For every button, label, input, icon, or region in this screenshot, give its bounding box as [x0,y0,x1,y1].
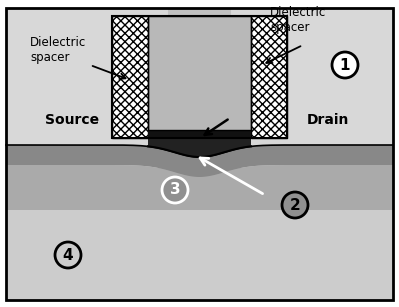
Polygon shape [231,8,393,150]
Polygon shape [143,8,256,157]
Bar [148,16,251,130]
Text: 4: 4 [63,247,73,262]
Polygon shape [6,8,168,150]
Bar [6,168,393,210]
Circle shape [332,52,358,78]
Polygon shape [6,165,393,210]
Text: Drain: Drain [307,113,349,127]
Circle shape [282,192,308,218]
Text: 2: 2 [290,197,300,212]
Text: Dielectric
spacer: Dielectric spacer [270,6,326,34]
Bar [112,16,287,138]
Polygon shape [6,145,393,177]
Circle shape [55,242,81,268]
Bar [148,130,251,138]
Bar [148,16,251,130]
Circle shape [162,177,188,203]
Polygon shape [251,16,287,138]
Polygon shape [231,8,393,150]
Polygon shape [112,16,148,138]
Text: Source: Source [45,113,99,127]
Text: 1: 1 [340,57,350,72]
Bar [148,130,251,138]
Text: Dielectric
spacer: Dielectric spacer [30,36,86,64]
Polygon shape [6,8,168,150]
Text: 3: 3 [170,182,180,197]
